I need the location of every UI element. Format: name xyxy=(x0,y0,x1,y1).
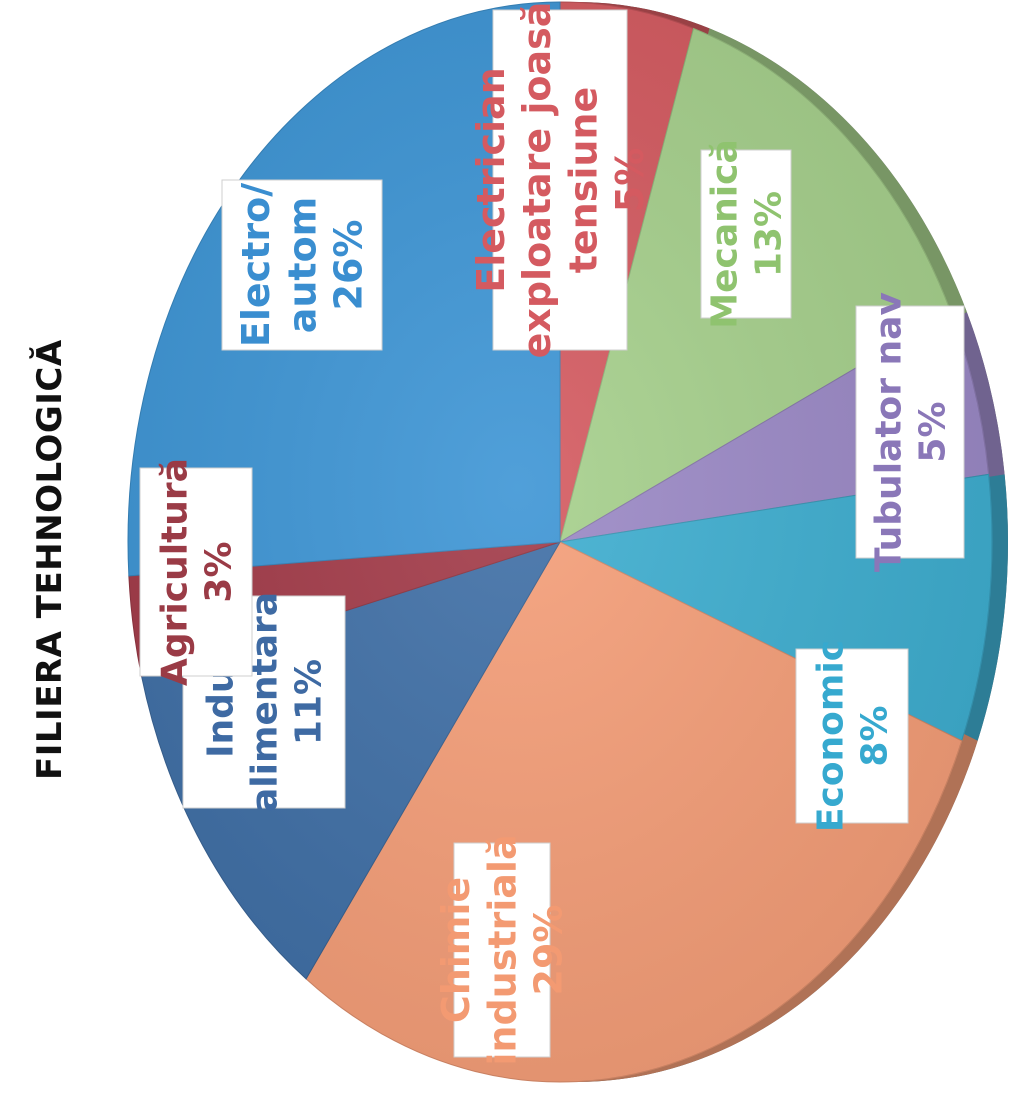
slice-category-label: Chimie xyxy=(434,877,478,1023)
label-box xyxy=(855,305,965,559)
label-box xyxy=(139,467,253,677)
slice-category-label: industrială xyxy=(480,834,524,1065)
label-box xyxy=(700,149,792,319)
slice-value-label: 3% xyxy=(199,541,240,602)
slice-category-label: autom xyxy=(280,197,324,334)
slice-value-label: 11% xyxy=(289,659,330,745)
slice-category-label: Electrician xyxy=(469,67,513,292)
slice-label: Mecanică 13% xyxy=(700,139,792,329)
slice-label: Electrician exploatare joasă tensiune 5% xyxy=(469,2,652,359)
slice-category-label: Economic xyxy=(811,640,852,832)
slice-label: Electro/autom 26% xyxy=(221,179,383,351)
slice-label: Chimie industrială 29% xyxy=(434,834,571,1065)
slice-value-label: 8% xyxy=(855,705,896,766)
slice-category-label: exploatare joasă xyxy=(515,2,559,359)
slice-category-label: Agricultură xyxy=(155,458,196,686)
label-box xyxy=(221,179,383,351)
slice-label: Tubulator nav 5% xyxy=(855,292,965,572)
label-box xyxy=(453,842,551,1058)
slice-category-label: Mecanică xyxy=(705,139,746,328)
slice-category-label: tensiune xyxy=(561,87,605,274)
slice-category-label: Electro/ xyxy=(234,183,278,347)
slice-value-label: 5% xyxy=(913,401,954,462)
slice-value-label: 29% xyxy=(527,905,571,996)
slice-category-label: Tubulator nav xyxy=(869,292,910,572)
label-box xyxy=(492,9,628,351)
slice-label: Agricultură 3% xyxy=(139,458,253,686)
slice-label: Economic 8% xyxy=(795,640,909,832)
slice-value-label: 26% xyxy=(327,220,371,311)
slice-value-label: 13% xyxy=(749,191,790,277)
label-box xyxy=(795,648,909,824)
slice-value-label: 5% xyxy=(608,148,652,213)
